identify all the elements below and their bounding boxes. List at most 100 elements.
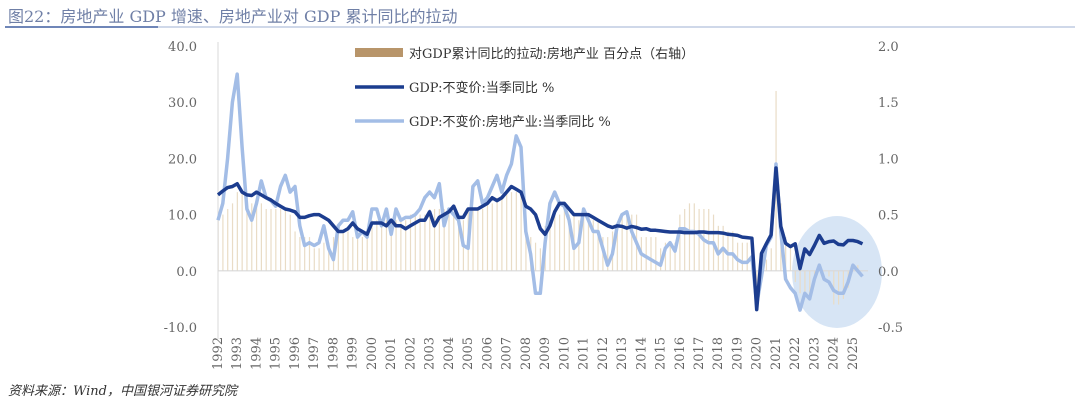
bar	[804, 270, 806, 294]
legend-label-bars: 对GDP累计同比的拉动:房地产业 百分点（右轴）	[409, 46, 694, 62]
bar	[433, 208, 436, 271]
bar	[563, 208, 566, 271]
bar	[679, 214, 681, 271]
bar	[616, 225, 618, 271]
bar	[429, 208, 431, 271]
source-note: 资料来源：Wind，中国银河证券研究院	[8, 384, 237, 399]
bar	[414, 214, 416, 271]
bar	[371, 220, 373, 271]
x-tick-label: 2010	[557, 337, 572, 370]
x-tick-label: 2023	[807, 337, 822, 370]
bar	[732, 231, 734, 271]
x-tick-label: 2011	[577, 337, 592, 370]
x-tick-label: 1993	[230, 337, 245, 370]
bar	[308, 237, 311, 271]
x-tick-label: 1997	[307, 337, 322, 370]
bar	[770, 248, 772, 271]
bar	[645, 237, 647, 271]
bar	[631, 214, 633, 271]
x-tick-label: 2022	[788, 337, 803, 370]
bar	[857, 265, 859, 271]
bar	[496, 197, 498, 271]
bar	[477, 208, 479, 271]
bar	[525, 231, 527, 271]
x-tick-label: 2014	[634, 337, 649, 370]
bar	[443, 208, 445, 271]
x-tick-label: 1998	[326, 337, 341, 370]
bar	[390, 220, 392, 271]
bar	[337, 231, 339, 271]
y-left-tick-label: 20.0	[168, 152, 197, 167]
bar	[684, 208, 686, 271]
bar	[366, 237, 368, 271]
bar	[534, 242, 537, 271]
bar	[486, 203, 489, 271]
bar	[472, 208, 474, 271]
bar	[318, 248, 320, 271]
y-right-tick-label: 0.5	[878, 209, 899, 224]
x-tick-label: 2021	[769, 337, 784, 370]
y-right-tick-label: -0.5	[878, 321, 903, 336]
x-tick-label: 2024	[827, 337, 842, 370]
bar	[539, 248, 541, 271]
bar	[438, 208, 440, 271]
x-tick-label: 2005	[461, 337, 476, 370]
x-tick-label: 2007	[500, 337, 515, 370]
legend-swatch-bars	[355, 48, 403, 57]
bar	[251, 203, 253, 271]
bar	[376, 220, 378, 271]
bar	[583, 214, 585, 271]
bar	[448, 214, 450, 271]
x-tick-label: 2002	[403, 337, 418, 370]
bar	[395, 220, 397, 271]
bar	[568, 214, 570, 271]
bar	[607, 237, 609, 271]
chart-title: 图22：房地产业 GDP 增速、房地产业对 GDP 累计同比的拉动	[8, 7, 458, 26]
bar	[236, 192, 238, 271]
bar	[241, 192, 243, 271]
bar	[741, 242, 743, 271]
bar	[491, 203, 493, 271]
line-gdp	[216, 166, 864, 312]
bar	[578, 220, 580, 271]
bar	[736, 242, 739, 271]
bar	[515, 192, 517, 271]
bar	[342, 231, 344, 271]
x-tick-label: 2012	[596, 337, 611, 370]
bar	[400, 220, 402, 271]
x-tick-label: 2015	[654, 337, 669, 370]
bar	[669, 242, 671, 271]
x-tick-label: 2008	[519, 337, 534, 370]
x-tick-label: 2009	[538, 337, 553, 370]
bar	[837, 270, 840, 305]
bar	[458, 214, 460, 271]
bar	[280, 208, 282, 271]
bar	[313, 248, 315, 271]
y-right-tick-label: 2.0	[878, 40, 899, 55]
bar	[674, 242, 676, 271]
x-tick-label: 2018	[711, 337, 726, 370]
bar	[501, 197, 503, 271]
bar	[664, 242, 667, 271]
bar	[510, 192, 513, 271]
legend: 对GDP累计同比的拉动:房地产业 百分点（右轴） GDP:不变价:当季同比 % …	[355, 46, 694, 130]
bar	[405, 220, 407, 271]
legend-label-gdp: GDP:不变价:当季同比 %	[409, 80, 554, 96]
bar	[597, 220, 599, 271]
x-tick-label: 1992	[211, 337, 226, 370]
x-tick-label: 2025	[846, 337, 861, 370]
bar	[785, 237, 787, 271]
x-tick-label: 2013	[615, 337, 630, 370]
bar	[655, 237, 657, 271]
x-tick-label: 2016	[673, 337, 688, 370]
bar	[246, 197, 248, 271]
x-tick-label: 2001	[384, 337, 399, 370]
bar	[299, 237, 301, 271]
x-tick-label: 2000	[365, 337, 380, 370]
bar	[409, 214, 412, 271]
bar	[385, 220, 388, 271]
bar	[231, 203, 234, 271]
y-right-tick-label: 1.0	[878, 152, 899, 167]
bar	[453, 214, 455, 271]
